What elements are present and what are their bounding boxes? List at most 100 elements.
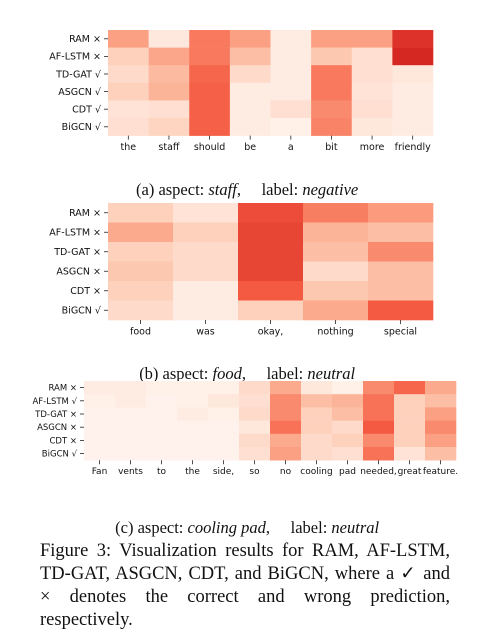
heatmap-a-cell-2-6 [351, 65, 393, 84]
figure-caption: Figure 3: Visualization results for RAM,… [40, 541, 450, 630]
heatmap-a-cell-3-3 [229, 82, 271, 101]
heatmap-a-row-label: BiGCN √ [62, 122, 102, 133]
heatmap-b-cell-1-1 [173, 222, 239, 243]
heatmap-a-col-label: friendly [395, 142, 431, 153]
heatmap-c-cell-3-11 [425, 420, 457, 435]
heatmap-a-cell-0-0 [108, 30, 149, 48]
caption-b-mid: , label: [241, 364, 308, 383]
heatmap-a-cell-0-3 [229, 30, 271, 48]
heatmap-c-cell-1-5 [239, 394, 271, 408]
heatmap-c-cell-0-3 [177, 381, 209, 395]
heatmap-a-cell-1-7 [392, 47, 434, 66]
heatmap-a-cell-0-1 [148, 30, 190, 48]
heatmap-b-cell-4-2 [238, 281, 304, 301]
heatmap-b-cell-2-0 [108, 242, 174, 262]
heatmap-a-cell-3-4 [270, 82, 312, 101]
heatmap-c-cell-1-10 [394, 394, 426, 408]
heatmap-c-cell-2-0 [84, 407, 116, 421]
heatmap-b-cell-4-1 [173, 281, 239, 301]
heatmap-a-cell-0-6 [351, 30, 393, 48]
heatmap-b-cell-1-2 [238, 222, 304, 243]
heatmap-a-cell-4-1 [148, 100, 190, 119]
heatmap-c-cell-2-4 [208, 407, 240, 421]
heatmap-a-cell-0-4 [270, 30, 312, 48]
caption-c-mid: , label: [265, 518, 332, 537]
heatmap-c-cell-3-10 [394, 420, 426, 435]
heatmap-b-cell-0-4 [368, 203, 434, 223]
heatmap-a-row-label: CDT √ [72, 105, 102, 116]
heatmap-b-cell-3-1 [173, 261, 239, 282]
heatmap-c-cell-0-4 [208, 381, 240, 395]
heatmap-b-cell-0-2 [238, 203, 304, 223]
heatmap-c-col-label: vents [118, 467, 143, 477]
heatmap-a-col-label: more [360, 142, 385, 153]
heatmap-a-cell-0-5 [311, 30, 353, 48]
heatmap-a-cell-4-7 [392, 100, 434, 119]
caption-a: (a) aspect: staff, label: negative [0, 160, 486, 200]
heatmap-c-col-label: to [157, 467, 167, 477]
heatmap-c-cell-0-5 [239, 381, 271, 395]
heatmap-a-cell-3-2 [189, 82, 231, 101]
heatmap-c-cell-0-6 [270, 381, 302, 395]
heatmap-c-cell-3-5 [239, 420, 271, 435]
heatmap-b-row-label: CDT × [70, 286, 101, 297]
heatmap-c-row-label: TD-GAT × [34, 410, 77, 420]
heatmap-c-cell-0-1 [115, 381, 147, 395]
heatmap-c-cell-2-8 [332, 407, 364, 421]
heatmap-b-col-label: was [196, 327, 215, 338]
heatmap-c-cell-4-5 [239, 433, 271, 448]
heatmap-c-cell-5-1 [115, 447, 147, 461]
heatmap-b-cell-2-4 [368, 242, 434, 262]
heatmap-c-cell-1-0 [84, 394, 116, 408]
heatmap-c-cell-3-0 [84, 420, 116, 435]
heatmap-c-cell-1-11 [425, 394, 457, 408]
heatmap-c-cell-0-10 [394, 381, 426, 395]
heatmap-a-cell-5-4 [270, 118, 312, 136]
heatmap-c-row-label: RAM × [48, 384, 77, 394]
heatmap-c-cell-5-0 [84, 447, 116, 461]
heatmap-a-cell-2-2 [189, 65, 231, 84]
heatmap-a-cell-5-1 [148, 118, 190, 136]
heatmap-c-cell-2-11 [425, 407, 457, 421]
heatmap-c-cell-4-2 [146, 433, 178, 448]
heatmap-c-col-label: great [398, 467, 422, 477]
heatmap-c-col-label: no [280, 467, 292, 477]
heatmap-c-cell-5-4 [208, 447, 240, 461]
heatmap-c-cell-0-0 [84, 381, 116, 395]
heatmap-c-cell-1-2 [146, 394, 178, 408]
heatmap-b-cell-1-3 [303, 222, 369, 243]
caption-a-aspect: staff [208, 180, 237, 199]
heatmap-b-cell-3-3 [303, 261, 369, 282]
heatmap-a-svg: RAM × AF-LSTM × TD-GAT √ ASGCN √ CDT √ BiGCN … [49, 30, 434, 153]
heatmap-a-cell-2-1 [148, 65, 190, 84]
heatmap-b-cell-4-3 [303, 281, 369, 301]
heatmap-a-cell-3-5 [311, 82, 353, 101]
heatmap-a-cell-5-6 [351, 118, 393, 136]
caption-c-label: neutral [331, 518, 380, 537]
heatmap-b-col-label: special [384, 327, 417, 338]
heatmap-c-cell-1-3 [177, 394, 209, 408]
heatmap-c-cell-3-3 [177, 420, 209, 435]
heatmap-a-cell-5-2 [189, 118, 231, 136]
heatmap-c-cell-5-2 [146, 447, 178, 461]
heatmap-b-cell-1-0 [108, 222, 174, 243]
heatmap-c-cell-0-9 [363, 381, 395, 395]
heatmap-a-cell-4-6 [351, 100, 393, 119]
heatmap-c-cell-5-10 [394, 447, 426, 461]
heatmap-c-cell-3-7 [301, 420, 333, 435]
heatmap-c-col-label: side, [213, 467, 234, 477]
heatmap-a-cell-4-3 [229, 100, 271, 119]
heatmap-a-col-label: be [244, 142, 256, 153]
heatmap-c-cell-1-7 [301, 394, 333, 408]
caption-b-aspect: food [212, 364, 242, 383]
heatmap-c-cell-3-6 [270, 420, 302, 435]
heatmap-c-cell-2-6 [270, 407, 302, 421]
heatmap-b-cell-3-4 [368, 261, 434, 282]
heatmap-a-cell-1-1 [148, 47, 190, 66]
heatmap-a-row-label: RAM × [69, 34, 101, 45]
caption-a-mid: , label: [236, 180, 303, 199]
caption-a-prefix: (a) aspect: [136, 180, 209, 199]
heatmap-c-cell-1-8 [332, 394, 364, 408]
heatmap-b-cell-1-4 [368, 222, 434, 243]
heatmap-c-cell-2-10 [394, 407, 426, 421]
